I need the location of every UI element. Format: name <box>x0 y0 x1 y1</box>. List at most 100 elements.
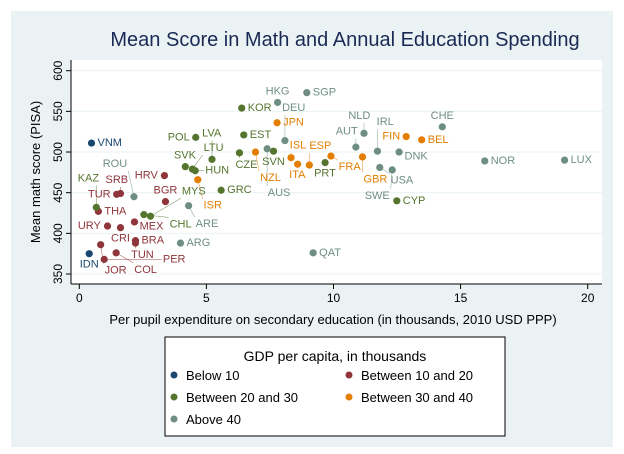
data-point-isr: ISR <box>194 176 222 212</box>
legend-label: Between 30 and 40 <box>361 390 473 405</box>
point-marker <box>188 165 197 173</box>
legend-label: Below 10 <box>186 368 239 383</box>
data-point-mex: MEX <box>130 218 165 233</box>
point-marker <box>263 145 271 153</box>
point-marker <box>438 123 446 131</box>
point-marker <box>146 212 155 220</box>
point-marker <box>161 198 170 206</box>
data-point-gbr: GBR <box>358 153 388 185</box>
legend-label: Above 40 <box>186 412 241 427</box>
point-label: ESP <box>309 140 331 152</box>
point-label: POL <box>168 131 190 143</box>
point-marker <box>140 211 148 219</box>
point-marker <box>287 154 295 162</box>
point-label: MEX <box>140 221 165 233</box>
x-tick-label: 10 <box>327 291 341 305</box>
legend-marker <box>170 415 178 423</box>
legend-label: Between 10 and 20 <box>361 368 473 383</box>
point-marker <box>273 98 282 107</box>
data-point-per: PER <box>100 253 186 265</box>
data-point-fin: FIN <box>382 131 410 143</box>
point-marker <box>194 176 202 184</box>
chart-title: Mean Score in Math and Annual Education … <box>110 29 579 51</box>
point-label: THA <box>104 205 127 217</box>
y-tick-label: 500 <box>51 142 65 162</box>
data-point-isl: ISL <box>287 140 306 162</box>
point-label: GRC <box>227 184 252 196</box>
point-marker <box>85 250 93 258</box>
point-marker <box>112 249 120 257</box>
point-marker <box>116 189 125 198</box>
point-label: CRI <box>111 233 130 245</box>
data-point-aut: AUT <box>336 126 360 151</box>
y-tick-label: 400 <box>51 223 65 243</box>
point-label: COL <box>134 264 157 276</box>
point-marker <box>192 133 200 141</box>
point-marker <box>395 148 403 156</box>
point-label: CZE <box>235 159 257 171</box>
point-label: LTU <box>204 142 224 154</box>
point-label: EST <box>250 129 272 141</box>
point-marker <box>181 163 189 171</box>
point-label: ISL <box>290 140 307 152</box>
point-label: ITA <box>289 169 306 181</box>
point-label: DNK <box>405 151 429 163</box>
point-label: SWE <box>365 190 390 202</box>
point-label: GBR <box>364 173 388 185</box>
point-marker <box>303 89 311 97</box>
point-marker <box>309 249 317 257</box>
point-marker <box>294 160 302 168</box>
data-point-sgp: SGP <box>303 87 336 99</box>
point-marker <box>327 152 335 160</box>
x-tick-label: 5 <box>203 291 210 305</box>
data-point-mys: MYS <box>146 185 206 220</box>
point-label: TUN <box>131 249 154 261</box>
data-point-usa: USA <box>376 163 414 186</box>
data-point-nor: NOR <box>481 155 515 167</box>
point-label: BEL <box>428 134 449 146</box>
data-point-svk: SVK <box>174 150 197 171</box>
data-point-nzl: NZL <box>251 148 281 184</box>
point-marker <box>388 166 396 174</box>
y-tick-label: 450 <box>51 182 65 202</box>
x-axis-title: Per pupil expenditure on secondary educa… <box>109 312 556 327</box>
data-point-prt: PRT <box>314 158 336 180</box>
data-point-lva: LVA <box>202 127 222 163</box>
y-tick-label: 550 <box>51 101 65 121</box>
point-marker <box>360 129 368 137</box>
point-marker <box>160 172 169 180</box>
point-label: IRL <box>377 116 394 128</box>
data-point-hkg: HKG <box>266 85 290 107</box>
legend-marker <box>170 371 178 379</box>
point-marker <box>373 147 382 155</box>
point-label: PRT <box>314 168 336 180</box>
data-point-rou: ROU <box>103 158 138 201</box>
point-marker <box>402 132 410 141</box>
point-label: FIN <box>382 131 400 143</box>
legend-item: Between 10 and 20 <box>345 368 473 383</box>
point-marker <box>560 156 569 164</box>
data-point-deu: DEU <box>281 102 305 145</box>
data-point-kor: KOR <box>238 102 272 114</box>
data-point-cri: CRI <box>111 224 130 245</box>
data-point-arg: ARG <box>176 237 210 249</box>
data-point-cyp: CYP <box>393 195 425 207</box>
point-label: DEU <box>282 102 305 114</box>
legend-marker <box>170 393 178 401</box>
point-label: KOR <box>248 102 272 114</box>
point-label: SVN <box>262 156 285 168</box>
point-marker <box>103 222 112 230</box>
point-marker <box>100 255 108 263</box>
point-label: USA <box>391 174 414 186</box>
data-point-pol: POL <box>168 131 200 143</box>
y-axis-title: Mean math score (PISA) <box>28 101 43 243</box>
point-label: VNM <box>98 137 122 149</box>
point-marker <box>418 136 426 144</box>
point-label: JPN <box>283 117 304 129</box>
data-point-hrv: HRV <box>135 170 169 182</box>
legend-title: GDP per capita, in thousands <box>244 348 427 364</box>
data-point-vnm: VNM <box>87 137 122 149</box>
point-label: HKG <box>266 85 290 97</box>
point-marker <box>176 239 185 247</box>
point-label: SVK <box>174 150 197 162</box>
